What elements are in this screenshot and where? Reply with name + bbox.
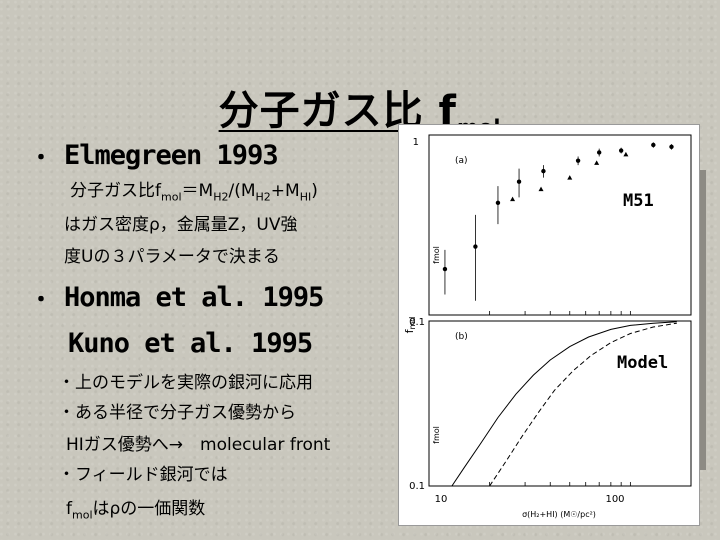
x-axis-label: σ(H₂+HI) (M☉/pc²) [522,510,596,519]
data-point [516,179,522,184]
data-point [541,168,546,174]
bullet-text-line-3: 度Uの３パラメータで決まる [64,247,280,267]
tick-y-0.1-bottom: 0.1 [409,481,425,492]
model-curve-solid [451,321,677,487]
data-point [669,144,674,149]
bullet-marker-2: ・ [30,288,53,313]
bullet-heading-elmegreen: Elmegreen 1993 [64,140,279,171]
model-curve-dashed [489,322,677,487]
model-label: Model [617,353,669,373]
data-point-triangle [594,160,600,165]
data-point-triangle [567,175,573,180]
bullet-text-line-8: fmolはρの一価関数 [66,499,206,522]
bullet-heading-honma: Honma et al. 1995 [64,282,324,313]
data-point [651,142,656,148]
data-point-triangle [538,186,544,192]
panel-a-frame [428,134,692,316]
tick-y-0.1-top: 0.1 [409,317,425,328]
data-point [495,200,501,206]
tick-x-10: 10 [435,494,448,505]
panel-b-y-label: fmol [432,426,441,444]
bullet-marker-1: ・ [30,146,53,171]
tick-y-1: 1 [413,137,419,148]
panel-b-label: (b) [455,332,468,342]
figure-svg: 1 0.1 0.1 10 100 σ(H₂+HI) (M☉/pc²) (a) (… [403,134,692,519]
data-point-triangle [623,151,629,157]
panel-b-frame [428,320,692,487]
bullet-text-line-6: HIガス優勢へ→ molecular front [66,435,331,455]
panel-a-label: (a) [455,156,468,166]
bullet-text-line-4: ・上のモデルを実際の銀河に応用 [58,373,313,393]
bullet-text-line-5: ・ある半径で分子ガス優勢から [58,403,296,423]
data-point [596,150,602,155]
data-point [618,148,624,153]
panel-a-y-label: fmol [432,246,441,264]
data-point [442,266,448,272]
bullet-text-line-1: 分子ガス比fmol＝MH2/(MH2+MHI) [70,181,318,204]
bullet-text-line-2: はガス密度ρ，金属量Z，UV強 [64,215,298,235]
bullet-heading-kuno: Kuno et al. 1995 [68,328,313,359]
bullet-text-line-7: ・フィールド銀河では [58,465,228,485]
figure-panel: 1 0.1 0.1 10 100 σ(H₂+HI) (M☉/pc²) (a) (… [398,124,700,526]
data-point [575,158,581,163]
data-point [473,244,478,249]
y-side-label: fmd [403,317,417,334]
m51-label: M51 [623,191,654,211]
data-point-triangle [510,196,516,202]
tick-x-100: 100 [605,494,624,505]
